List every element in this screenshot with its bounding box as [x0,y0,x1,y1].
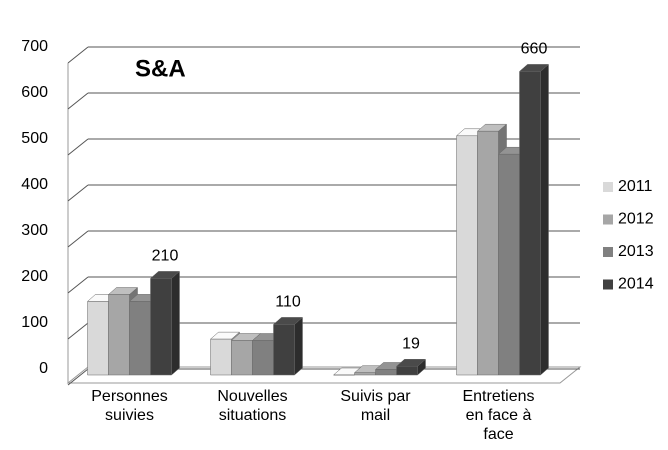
chart-title: S&A [135,55,186,82]
y-tick-label: 0 [39,360,48,377]
legend-label: 2011 [618,178,653,195]
grid-line-side [67,322,89,340]
bar-front [375,369,397,376]
y-tick-label: 200 [21,268,48,285]
bar [272,316,304,376]
legend-swatch [603,214,613,225]
bar-front [252,340,274,376]
grid-line-side [67,368,89,386]
bar-front [87,301,109,376]
legend-label: 2012 [618,211,654,228]
bar-front [129,301,151,376]
bar-front [150,278,172,376]
y-tick-label: 300 [21,222,48,239]
data-label: 110 [275,294,301,311]
bar-side [540,63,549,376]
bar-front [456,135,478,376]
bar-side [171,270,180,376]
floor [66,366,582,384]
bar-front [396,366,418,376]
bar-front [108,294,130,376]
legend-swatch [603,279,613,290]
legend-label: 2013 [618,243,654,260]
data-label: 210 [152,248,179,265]
bar [518,63,550,376]
grid-line-side [67,138,89,156]
legend-swatch [603,182,613,192]
bar-side [294,316,303,376]
x-tick-label: Entretiens en face à face [462,388,535,443]
bar [395,358,427,376]
y-tick-label: 600 [21,84,48,101]
data-label: 660 [521,41,548,58]
bar-front [210,338,232,376]
bar-front [498,153,520,376]
grid-line-side [67,230,89,248]
bar-front [354,372,376,376]
grid-line-side [67,184,89,202]
bar [149,270,181,376]
data-label: 19 [402,335,420,352]
y-tick-label: 400 [21,176,48,193]
bar-front [231,340,253,376]
bar-front [519,71,541,376]
y-tick-label: 700 [21,38,48,55]
y-tick-label: 500 [21,130,48,147]
grid-line-side [67,46,89,64]
legend-swatch [603,247,613,257]
bar-front [477,130,499,376]
bar-front [273,324,295,376]
x-tick-label: Suivis par mail [340,388,411,424]
grid-line-side [67,92,89,110]
y-tick-label: 100 [21,314,48,331]
grid-line-side [67,276,89,294]
x-tick-label: Nouvelles situations [217,388,288,424]
x-tick-label: Personnes suivies [91,388,168,424]
legend-label: 2014 [618,276,654,293]
